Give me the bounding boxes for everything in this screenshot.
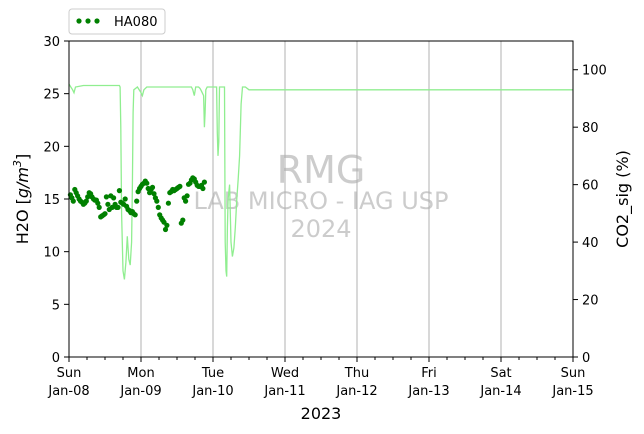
y-axis-left-title-prefix: H2O [ — [13, 198, 32, 244]
legend-marker-dot — [76, 18, 82, 24]
ha080-point — [134, 198, 140, 204]
ha080-point — [83, 198, 89, 204]
ha080-point — [105, 201, 111, 207]
ha080-point — [184, 193, 190, 199]
ha080-point — [144, 180, 150, 186]
ha080-point — [201, 179, 207, 185]
x-tick-label: Sun — [561, 366, 586, 381]
ha080-point — [155, 204, 161, 210]
ha080-point — [111, 195, 117, 201]
ha080-point — [165, 200, 171, 206]
y-axis-left: 0 5 10 15 20 25 30 — [43, 35, 69, 366]
y-right-tick-label: 0 — [582, 351, 590, 366]
y-left-tick-label: 30 — [43, 35, 60, 50]
ha080-point — [122, 196, 128, 202]
ha080-point — [180, 217, 186, 223]
x-tick-label: Sun — [57, 366, 82, 381]
grid-lines — [140, 41, 502, 357]
ha080-point — [95, 200, 101, 206]
watermark-line-2: LAB MICRO - IAG USP — [193, 187, 448, 215]
x-tick-label: Sat — [490, 366, 511, 381]
x-tick-label: Thu — [344, 366, 369, 381]
y-right-tick-label: 40 — [582, 236, 599, 251]
y-right-tick-label: 100 — [582, 64, 607, 79]
x-tick-label: Mon — [127, 366, 154, 381]
legend-marker-dot — [94, 18, 100, 24]
ha080-point — [164, 222, 170, 228]
ha080-point — [70, 198, 76, 204]
watermark: RMG LAB MICRO - IAG USP 2024 — [193, 148, 448, 243]
legend-box — [68, 8, 166, 35]
co2-series-layer — [68, 83, 573, 280]
y-left-tick-label: 5 — [52, 298, 60, 313]
legend-label-ha080: HA080 — [114, 15, 157, 30]
y-axis-right: 0 20 40 60 80 100 — [573, 64, 607, 366]
x-axis: Sun Jan-08 Mon Jan-09 Tue Jan-10 Wed Jan-11 Thu J… — [47, 357, 594, 399]
y-right-tick-label: 20 — [582, 294, 599, 309]
x-tick-label: Wed — [271, 366, 299, 381]
legend-marker-dot — [85, 18, 91, 24]
x-tick-date-label: Jan-15 — [551, 384, 593, 399]
x-tick-date-label: Jan-10 — [191, 384, 233, 399]
x-tick-date-label: Jan-09 — [119, 384, 161, 399]
y-left-tick-label: 20 — [43, 140, 60, 155]
x-tick-date-label: Jan-08 — [47, 384, 89, 399]
x-tick-date-label: Jan-13 — [407, 384, 449, 399]
ha080-point — [177, 183, 183, 189]
legend-marker-ha080 — [76, 18, 100, 24]
y-right-tick-label: 80 — [582, 121, 599, 136]
legend: HA080 — [68, 8, 166, 35]
ha080-point — [149, 184, 156, 190]
y-axis-left-title: H2O [g/m3] — [11, 154, 32, 245]
y-right-tick-label: 60 — [582, 179, 599, 194]
x-tick-date-label: Jan-12 — [335, 384, 377, 399]
x-tick-label: Tue — [201, 366, 224, 381]
watermark-line-3: 2024 — [290, 215, 351, 243]
ha080-point — [116, 188, 122, 194]
y-axis-left-title-unit: g/m — [13, 167, 32, 198]
ha080-point — [102, 211, 108, 217]
ha080-point — [103, 194, 109, 200]
ha080-point — [96, 204, 102, 210]
y-left-tick-label: 0 — [52, 351, 60, 366]
ha080-point — [183, 198, 189, 204]
x-axis-title: 2023 — [301, 404, 342, 423]
watermark-line-1: RMG — [277, 148, 366, 192]
co2-sig-line — [68, 83, 573, 280]
ha080-point — [132, 212, 138, 218]
y-axis-left-title-suffix: ] — [13, 154, 32, 160]
y-left-tick-label: 25 — [43, 88, 60, 103]
h2o-series-layer — [67, 175, 207, 233]
ha080-point — [200, 185, 206, 192]
y-axis-right-title: CO2_sig (%) — [613, 150, 633, 248]
y-left-tick-label: 15 — [43, 193, 60, 208]
y-left-tick-label: 10 — [43, 246, 60, 261]
ha080-point — [151, 191, 157, 197]
ha080-point — [115, 204, 121, 210]
ha080-point — [162, 226, 169, 233]
x-tick-date-label: Jan-14 — [479, 384, 521, 399]
y-axis-left-title-unit-sup: 3 — [11, 160, 24, 167]
ha080-point — [154, 198, 160, 204]
x-tick-date-label: Jan-11 — [263, 384, 305, 399]
x-tick-label: Fri — [421, 366, 437, 381]
